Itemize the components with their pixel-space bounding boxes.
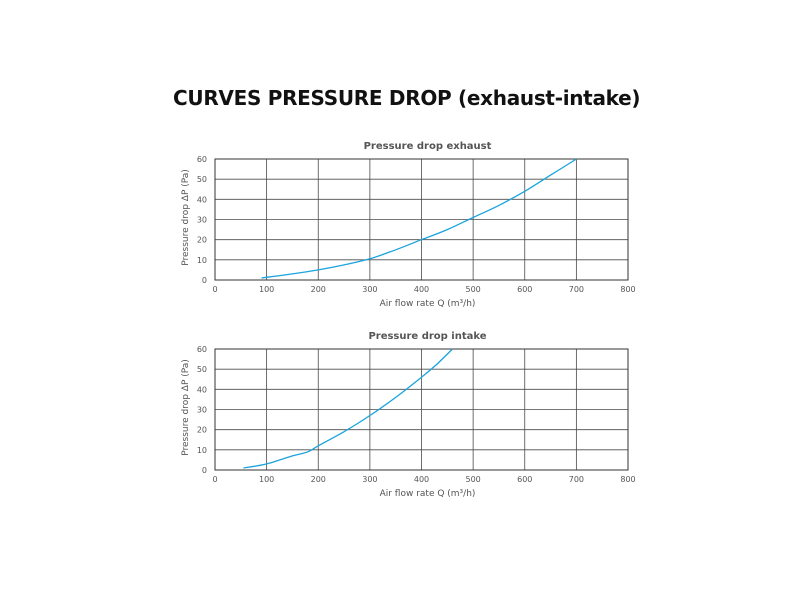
x-tick-label: 700 — [569, 285, 584, 294]
y-tick-label: 10 — [197, 446, 207, 455]
x-axis-label: Air flow rate Q (m³/h) — [380, 299, 476, 309]
y-tick-label: 50 — [197, 365, 207, 374]
x-tick-label: 100 — [259, 475, 274, 484]
x-axis-label: Air flow rate Q (m³/h) — [380, 489, 476, 499]
chart-title: Pressure drop exhaust — [364, 141, 492, 152]
y-tick-label: 0 — [202, 466, 207, 475]
y-tick-label: 60 — [197, 155, 207, 164]
y-tick-label: 50 — [197, 175, 207, 184]
y-tick-label: 10 — [197, 256, 207, 265]
x-tick-label: 600 — [517, 285, 532, 294]
series-line-intake — [243, 348, 453, 469]
x-tick-label: 400 — [414, 475, 429, 484]
plot-frame — [214, 158, 629, 281]
x-tick-label: 500 — [465, 285, 480, 294]
y-tick-label: 40 — [197, 385, 207, 394]
series-line-exhaust — [261, 158, 577, 279]
y-axis-label: Pressure drop ΔP (Pa) — [181, 169, 191, 266]
y-tick-label: 60 — [197, 345, 207, 354]
x-tick-label: 700 — [569, 475, 584, 484]
page-title: CURVES PRESSURE DROP (exhaust-intake) — [173, 86, 641, 110]
x-tick-label: 400 — [414, 285, 429, 294]
y-axis-label: Pressure drop ΔP (Pa) — [181, 359, 191, 456]
x-tick-label: 200 — [311, 475, 326, 484]
y-tick-label: 0 — [202, 276, 207, 285]
y-tick-label: 30 — [197, 406, 207, 415]
x-tick-label: 100 — [259, 285, 274, 294]
y-tick-label: 30 — [197, 216, 207, 225]
y-tick-label: 20 — [197, 426, 207, 435]
x-tick-label: 500 — [465, 475, 480, 484]
x-tick-label: 800 — [620, 475, 635, 484]
chart-title: Pressure drop intake — [368, 331, 486, 342]
plot-frame — [214, 348, 629, 471]
x-tick-label: 0 — [212, 475, 217, 484]
y-tick-label: 40 — [197, 195, 207, 204]
x-tick-label: 200 — [311, 285, 326, 294]
x-tick-label: 300 — [362, 285, 377, 294]
x-tick-label: 300 — [362, 475, 377, 484]
x-tick-label: 800 — [620, 285, 635, 294]
y-tick-label: 20 — [197, 236, 207, 245]
x-tick-label: 600 — [517, 475, 532, 484]
gridlines — [215, 349, 628, 470]
gridlines — [215, 159, 628, 280]
x-tick-label: 0 — [212, 285, 217, 294]
